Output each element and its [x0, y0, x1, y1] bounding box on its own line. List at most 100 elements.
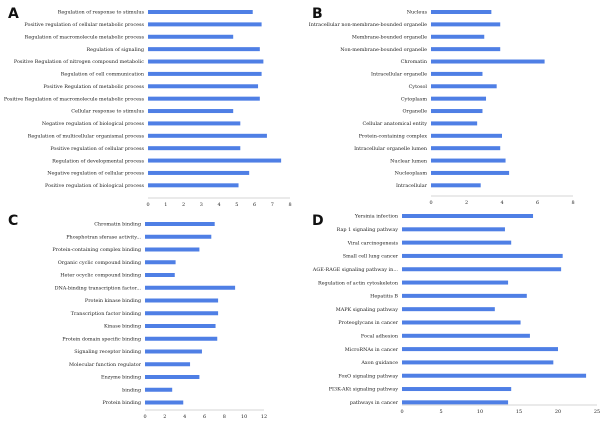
panel-a-category-label: Regulation of response to stimulus [58, 10, 145, 16]
panel-d-category-label: pathways in cancer [350, 400, 399, 406]
panel-a-bar [148, 71, 262, 76]
panel-c-bar [145, 324, 216, 328]
panel-b-category-label: Cellular anatomical entity [363, 121, 428, 127]
panel-d-category-label: PI3K-AKt signaling pathway [329, 387, 398, 393]
panel-c-category-label: Protein-containing complex binding [52, 247, 141, 253]
panel-a-category-label: Regulation of macromolecule metabolic pr… [25, 34, 145, 40]
panel-b-category-label: Organelle [403, 109, 428, 115]
panel-c-bar [145, 311, 219, 316]
panel-c-tick-label: 10 [241, 414, 247, 420]
panel-a-bar [148, 47, 260, 52]
panel-a-category-label: Negative regulation of cellular process [47, 171, 144, 177]
panel-a-bar [148, 183, 239, 188]
panel-d-tick-label: 5 [439, 409, 442, 415]
panel-c-bar [145, 349, 202, 354]
panel-a-category-label: Regulation of signaling [86, 47, 144, 53]
panel-d-category-label: Axon guidance [360, 360, 398, 366]
panel-a-tick-label: 8 [288, 202, 291, 208]
panel-a-bar [148, 22, 262, 27]
panel-b-bar [431, 183, 481, 188]
panel-d-category-label: Small cell lung cancer [343, 254, 399, 260]
panel-c-bar [145, 375, 200, 379]
panel-b-letter: B [312, 6, 323, 22]
panel-a-bar [148, 133, 267, 138]
panel-c-tick-label: 2 [163, 414, 166, 420]
panel-c-bar [145, 260, 176, 265]
panel-c-category-label: Phosphotran sferase activity... [66, 234, 141, 240]
panel-a-category-label: Cellular response to stimulus [71, 109, 144, 115]
panel-b-category-label: Nuclear lumen [390, 158, 428, 164]
panel-d-chart: D Yersinia infection Rap 1 signaling path… [312, 213, 600, 415]
panel-b-category-label: Intracellular organelle lumen [354, 146, 428, 152]
panel-b-tick-label: 2 [465, 200, 468, 206]
panel-b-bar [431, 109, 483, 114]
panel-d-bar [402, 214, 534, 218]
panel-c-bar [145, 362, 191, 367]
panel-b-category-label: Chromatin [401, 59, 428, 65]
panel-b-bar [431, 170, 510, 175]
panel-b-bar [431, 10, 492, 14]
panel-c-bar [145, 387, 173, 392]
panel-d-bar [402, 227, 505, 232]
panel-c-tick-label: 0 [143, 414, 146, 420]
panel-a-category-label: Positive Regulation of macromolecule met… [4, 96, 145, 102]
panel-d-category-label: Rap 1 signaling pathway [337, 227, 399, 233]
panel-c-tick-label: 6 [203, 414, 206, 420]
panel-c-category-label: Heter ocyclic compound binding [60, 273, 141, 279]
panel-c-category-label: Protein binding [102, 400, 141, 406]
panel-c-tick-label: 8 [223, 414, 226, 420]
panel-a-category-label: Positive Regulation of nitrogen compound… [14, 59, 144, 65]
panel-c-category-label: Transcription factor binding [71, 311, 141, 317]
panel-b-bar [431, 47, 501, 52]
panel-c-tick-label: 4 [183, 414, 186, 420]
panel-a-category-label: Regulation of multicellular organismal p… [28, 134, 145, 140]
panel-b-bar [431, 121, 478, 126]
panel-c-bar [145, 298, 219, 303]
panel-c-bar [145, 285, 236, 290]
panel-b-bar [431, 133, 502, 138]
panel-a-bar [148, 158, 282, 163]
panel-b-category-label: Nucleus [407, 10, 428, 16]
panel-a-category-label: Positive regulation of biological proces… [45, 183, 145, 189]
panel-a-tick-label: 3 [200, 202, 203, 208]
panel-d-category-label: Regulation of actin cytoskeleton [318, 280, 399, 286]
panel-d-bar [402, 360, 554, 365]
panel-d-tick-label: 0 [400, 409, 403, 415]
panel-b-category-label: Non-membrane-bounded organelle [340, 47, 427, 53]
panel-b-category-label: Cytoplasm [401, 96, 428, 102]
panel-d-bar [402, 280, 509, 285]
panel-c-category-label: Molecular function regulator [69, 362, 142, 368]
panel-c-category-label: Kinase binding [104, 324, 141, 330]
panel-a-bar [148, 109, 234, 114]
panel-d-bar [402, 373, 587, 378]
panel-a-tick-label: 2 [182, 202, 185, 208]
panel-c-category-label: Protein kinase binding [85, 298, 141, 304]
panel-c-bar [145, 336, 218, 341]
panel-c-bar [145, 222, 215, 226]
panel-d-bar [402, 253, 563, 258]
panel-d-bar [402, 333, 530, 338]
panel-d-category-label: Focal adhesion [361, 333, 399, 339]
panel-d-category-label: Hepatitis B [370, 294, 398, 300]
panel-d-tick-label: 25 [594, 409, 600, 415]
panel-b-bar [431, 84, 497, 89]
panel-a-category-label: Regulation of cell communication [61, 72, 145, 78]
panel-d-bar [402, 307, 495, 312]
panel-a-tick-label: 7 [271, 202, 274, 208]
panel-d-bar [402, 293, 527, 298]
panel-d-bar [402, 320, 521, 325]
panel-c-category-label: binding [122, 387, 141, 393]
panel-b-tick-label: 0 [429, 200, 432, 206]
panel-c-tick-label: 12 [261, 414, 267, 420]
panel-b-category-label: Nucleoplasm [395, 171, 428, 177]
panel-b-bar [431, 22, 501, 27]
panel-d-bar [402, 267, 562, 272]
panel-d-bar [402, 240, 512, 245]
panel-d-bar [402, 347, 558, 352]
panel-a-bar [148, 10, 253, 14]
panel-a-bar [148, 84, 259, 89]
panel-b-bar [431, 158, 506, 163]
panel-d-category-label: FoxO signaling pathway [338, 373, 398, 379]
panel-c-category-label: DNA-binding transcription factor... [55, 285, 142, 291]
